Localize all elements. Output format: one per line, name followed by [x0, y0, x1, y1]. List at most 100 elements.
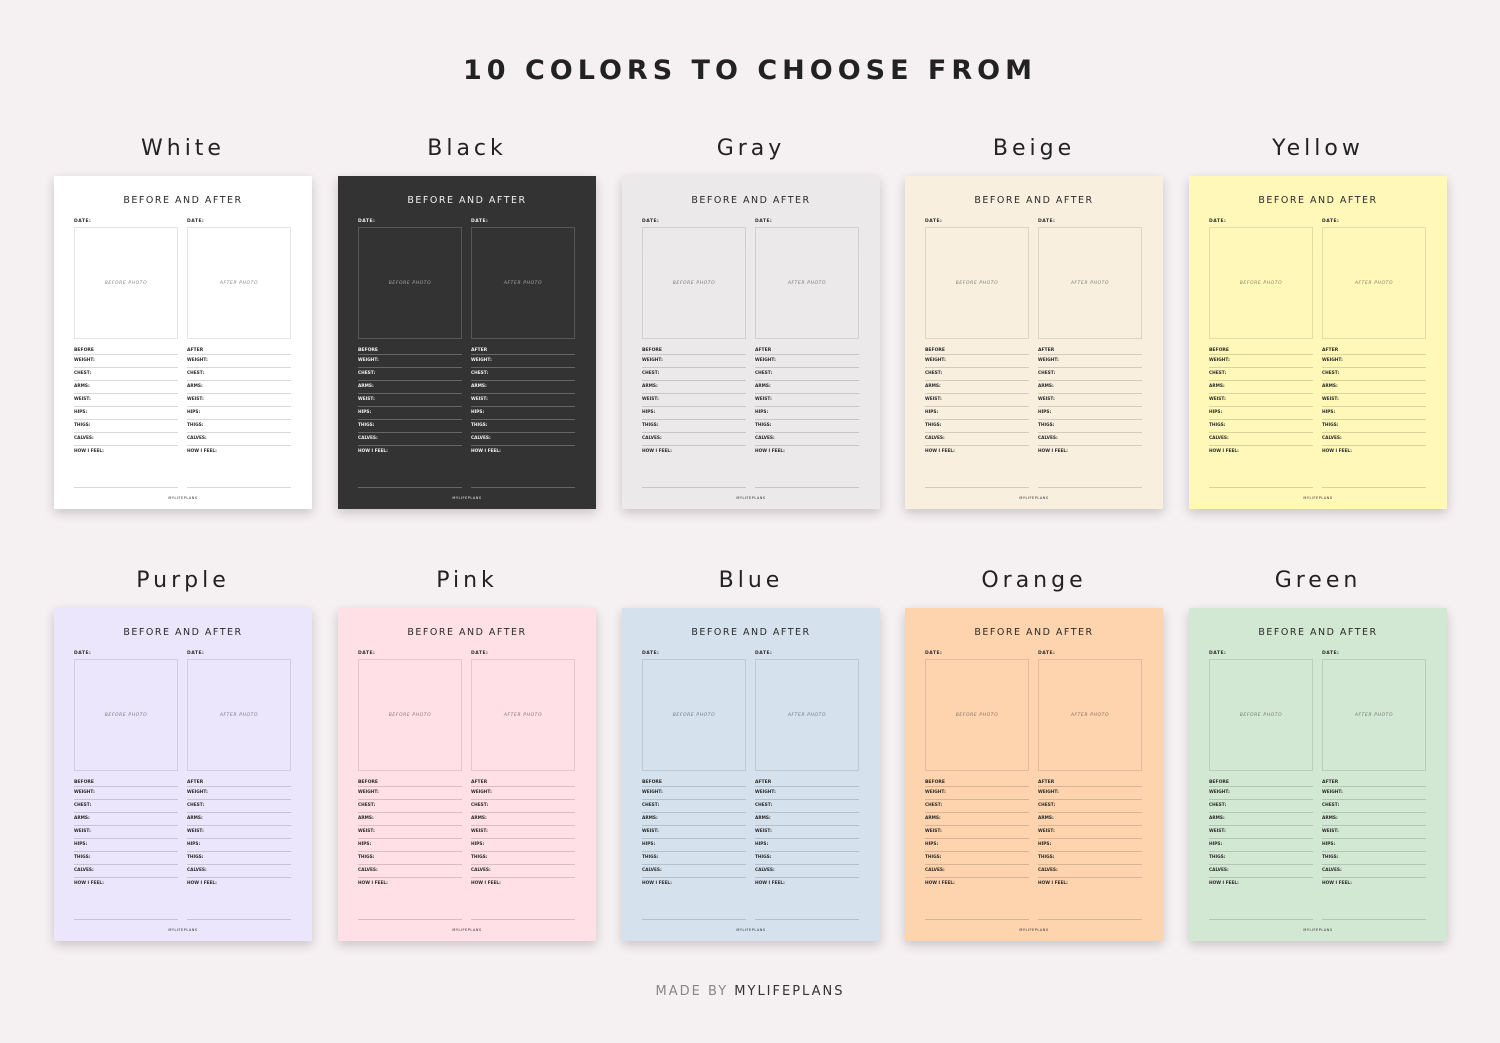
planner-sheet: BEFORE AND AFTER DATE: BEFORE PHOTO BEFORE W… [622, 608, 880, 941]
before-heading: BEFORE [925, 780, 945, 785]
measurement-field: HIPS: [74, 406, 178, 419]
sheet-brand: MYLIFEPLANS [1303, 496, 1333, 500]
measurement-field: ARMS: [358, 380, 462, 393]
measurement-field: WEIGHT: [755, 786, 859, 799]
planner-sheet: BEFORE AND AFTER DATE: BEFORE PHOTO BEFORE W… [622, 176, 880, 509]
before-heading: BEFORE [74, 780, 94, 785]
measurement-field: CHEST: [187, 799, 291, 812]
variant-name: Beige [992, 136, 1076, 161]
measurement-field: CALVES: [187, 864, 291, 877]
measurement-field: HIPS: [925, 838, 1029, 851]
measurement-field: WEIGHT: [642, 786, 746, 799]
date-label: DATE: [1038, 219, 1056, 224]
measurement-field: THIGS: [74, 851, 178, 864]
before-heading: BEFORE [358, 780, 378, 785]
sheet-brand: MYLIFEPLANS [168, 496, 198, 500]
sheet-title: BEFORE AND AFTER [691, 195, 811, 206]
planner-sheet: BEFORE AND AFTER DATE: BEFORE PHOTO BEFORE W… [1189, 176, 1447, 509]
measurement-field: HOW I FEEL: [1209, 877, 1313, 890]
measurement-field: ARMS: [471, 380, 575, 393]
planner-sheet: BEFORE AND AFTER DATE: BEFORE PHOTO BEFORE W… [905, 176, 1163, 509]
measurement-field: WEIST: [358, 393, 462, 406]
measurement-field: WEIST: [74, 393, 178, 406]
measurement-field: THIGS: [1322, 419, 1426, 432]
after-heading: AFTER [187, 348, 204, 353]
measurement-field: WEIGHT: [1209, 354, 1313, 367]
measurement-field: HOW I FEEL: [1322, 445, 1426, 458]
measurement-field: CALVES: [187, 432, 291, 445]
before-column: DATE: BEFORE PHOTO BEFORE WEIGHT: CHEST: ARMS… [1209, 219, 1313, 458]
divider [642, 919, 746, 920]
divider [925, 487, 1029, 488]
before-photo-box: BEFORE PHOTO [74, 227, 178, 339]
divider [1038, 487, 1142, 488]
measurement-field: CALVES: [755, 432, 859, 445]
measurement-field: CALVES: [1209, 864, 1313, 877]
planner-sheet: BEFORE AND AFTER DATE: BEFORE PHOTO BEFORE W… [1189, 608, 1447, 941]
after-heading: AFTER [1038, 780, 1055, 785]
after-heading: AFTER [755, 348, 772, 353]
measurement-field: CALVES: [925, 432, 1029, 445]
before-column: DATE: BEFORE PHOTO BEFORE WEIGHT: CHEST: ARMS… [74, 651, 178, 890]
date-label: DATE: [755, 219, 773, 224]
before-column: DATE: BEFORE PHOTO BEFORE WEIGHT: CHEST: ARMS… [358, 651, 462, 890]
date-label: DATE: [358, 651, 376, 656]
variant-name: Green [1274, 568, 1362, 593]
sheet-title: BEFORE AND AFTER [1258, 627, 1378, 638]
planner-sheet: BEFORE AND AFTER DATE: BEFORE PHOTO BEFORE W… [54, 608, 312, 941]
measurement-field: HIPS: [1322, 838, 1426, 851]
measurement-field: THIGS: [1038, 419, 1142, 432]
measurement-field: WEIGHT: [471, 786, 575, 799]
after-column: DATE: AFTER PHOTO AFTER WEIGHT: CHEST: ARMS: W… [1322, 219, 1426, 458]
measurement-field: CALVES: [642, 864, 746, 877]
variant-name: Blue [718, 568, 784, 593]
measurement-field: ARMS: [187, 812, 291, 825]
measurement-field: ARMS: [925, 812, 1029, 825]
before-column: DATE: BEFORE PHOTO BEFORE WEIGHT: CHEST: ARMS… [74, 219, 178, 458]
divider [1322, 919, 1426, 920]
variant-name: Black [427, 136, 507, 161]
sheet-title: BEFORE AND AFTER [1258, 195, 1378, 206]
measurement-field: THIGS: [642, 851, 746, 864]
before-heading: BEFORE [1209, 348, 1229, 353]
measurement-field: THIGS: [358, 419, 462, 432]
measurement-field: CALVES: [1209, 432, 1313, 445]
measurement-field: HIPS: [471, 406, 575, 419]
measurement-field: HIPS: [642, 406, 746, 419]
measurement-field: HIPS: [1038, 838, 1142, 851]
measurement-field: CHEST: [925, 799, 1029, 812]
after-column: DATE: AFTER PHOTO AFTER WEIGHT: CHEST: ARMS: W… [471, 651, 575, 890]
measurement-field: HIPS: [187, 406, 291, 419]
date-label: DATE: [471, 651, 489, 656]
before-photo-box: BEFORE PHOTO [642, 227, 746, 339]
date-label: DATE: [1209, 651, 1227, 656]
variant-name: Purple [136, 568, 230, 593]
planner-sheet: BEFORE AND AFTER DATE: BEFORE PHOTO BEFORE W… [54, 176, 312, 509]
measurement-field: HOW I FEEL: [74, 445, 178, 458]
measurement-field: ARMS: [1209, 812, 1313, 825]
measurement-field: HOW I FEEL: [187, 877, 291, 890]
date-label: DATE: [74, 651, 92, 656]
before-column: DATE: BEFORE PHOTO BEFORE WEIGHT: CHEST: ARMS… [642, 219, 746, 458]
measurement-field: WEIST: [925, 825, 1029, 838]
measurement-field: CALVES: [1038, 864, 1142, 877]
before-column: DATE: BEFORE PHOTO BEFORE WEIGHT: CHEST: ARMS… [925, 219, 1029, 458]
measurement-field: HOW I FEEL: [642, 445, 746, 458]
before-column: DATE: BEFORE PHOTO BEFORE WEIGHT: CHEST: ARMS… [358, 219, 462, 458]
measurement-field: CHEST: [471, 367, 575, 380]
divider [74, 919, 178, 920]
measurement-field: ARMS: [642, 380, 746, 393]
measurement-field: THIGS: [187, 851, 291, 864]
before-heading: BEFORE [358, 348, 378, 353]
date-label: DATE: [1322, 219, 1340, 224]
measurement-field: CHEST: [358, 799, 462, 812]
sheet-title: BEFORE AND AFTER [974, 195, 1094, 206]
divider [471, 487, 575, 488]
variant-name: Orange [981, 568, 1087, 593]
measurement-field: ARMS: [1038, 812, 1142, 825]
measurement-field: CHEST: [642, 367, 746, 380]
measurement-field: WEIST: [471, 825, 575, 838]
date-label: DATE: [471, 219, 489, 224]
measurement-field: HOW I FEEL: [1038, 877, 1142, 890]
measurement-field: WEIGHT: [1209, 786, 1313, 799]
